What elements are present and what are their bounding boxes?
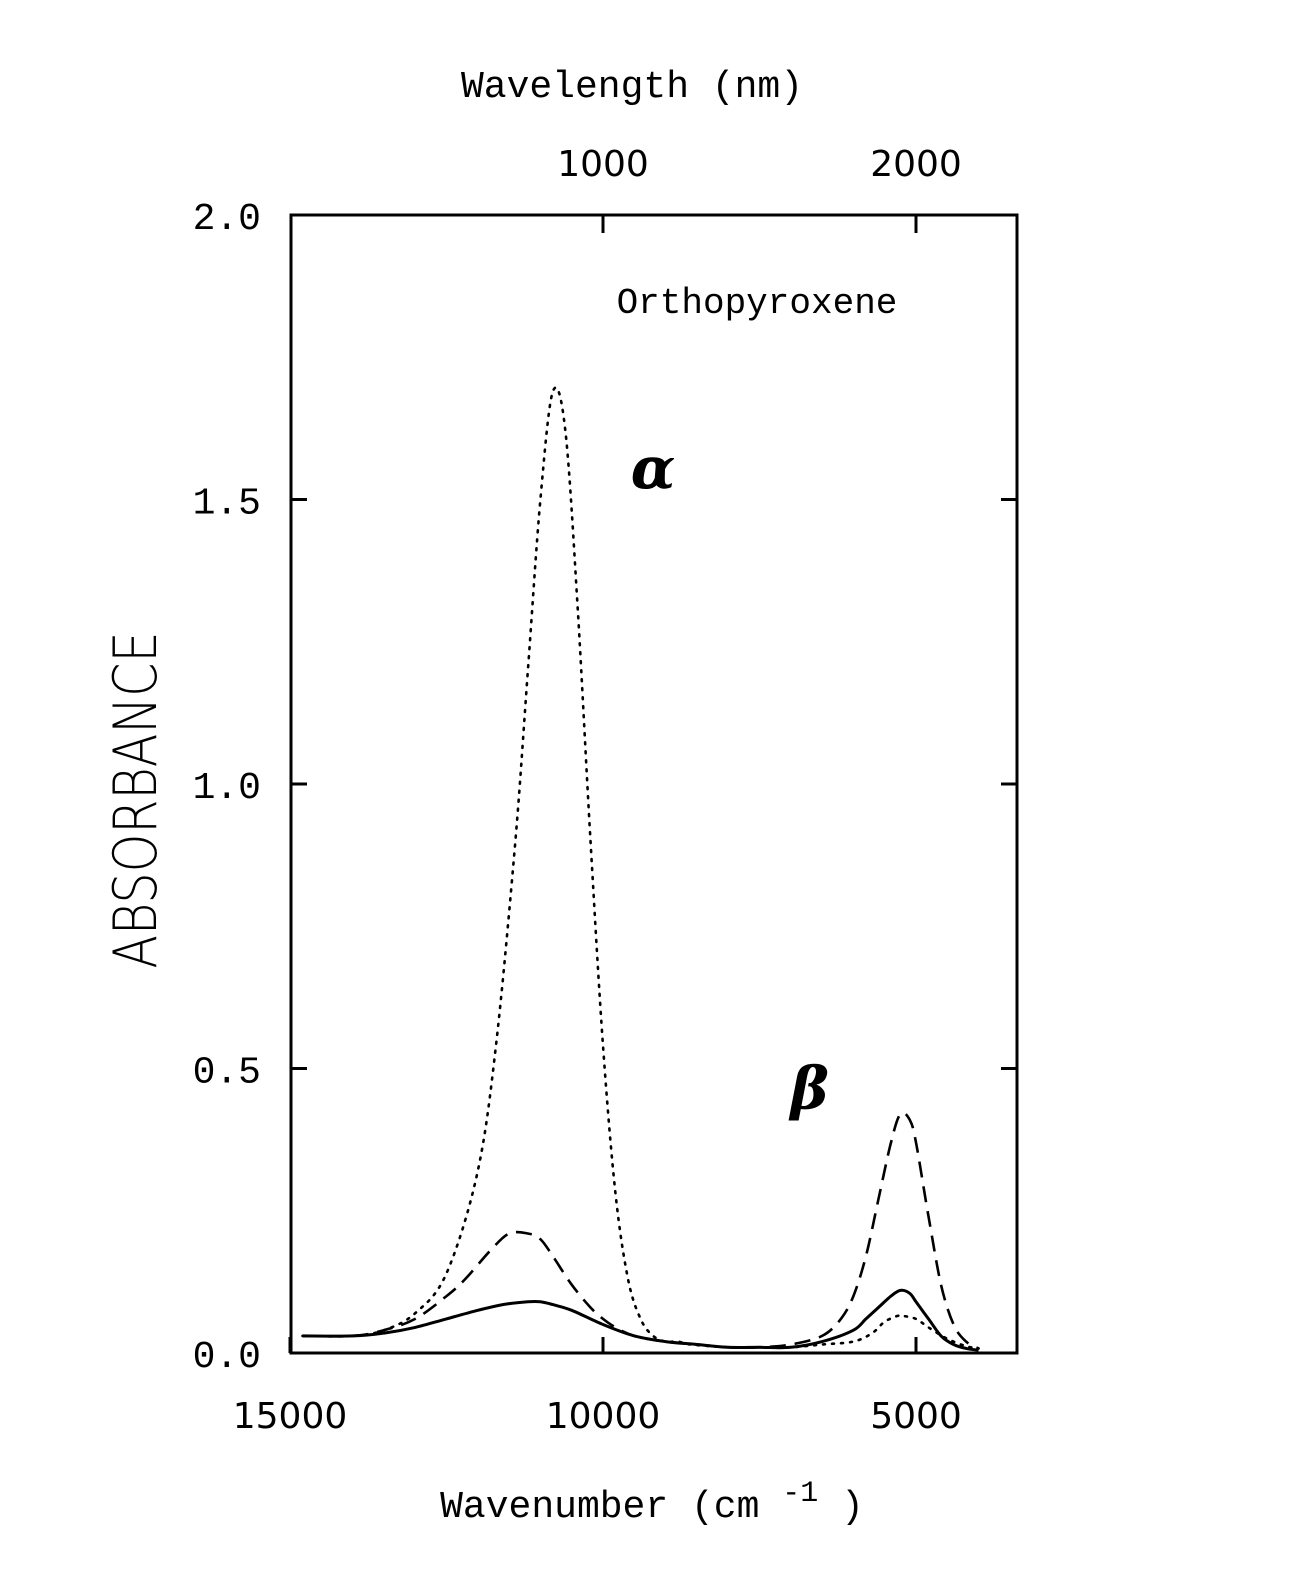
y-tick-label: 1.5 <box>193 483 261 526</box>
y-tick-label: 0.0 <box>193 1336 261 1379</box>
x-tick-label: 10000 <box>546 1396 661 1437</box>
x-axis-label-unit-close: ) <box>841 1486 864 1529</box>
axis-labels: Wavelength (nm) Orthopyroxene ABSORBANCE… <box>100 66 897 1529</box>
x2-tick-label: 2000 <box>870 144 962 185</box>
y-axis-label: ABSORBANCE <box>100 631 170 968</box>
x-axis-label-text: Wavenumber <box>440 1486 668 1529</box>
series-line-dotted <box>301 386 980 1350</box>
beta-annotation: β <box>788 1054 829 1122</box>
y-tick-label: 2.0 <box>193 198 261 241</box>
x-axis-label: Wavenumber (cm -1 ) <box>440 1470 864 1529</box>
x-tick-label: 5000 <box>870 1396 962 1437</box>
axis-ticks: 0.0 0.5 1.0 1.5 2.0 15000 10000 5000 1000 2000 <box>193 144 1017 1437</box>
x2-tick-label: 1000 <box>557 144 649 185</box>
series-layer <box>301 386 980 1352</box>
x-axis-label-unit: (cm <box>691 1486 759 1529</box>
x-axis-label-unit-superscript: -1 <box>782 1477 818 1511</box>
alpha-annotation: α <box>631 434 676 502</box>
chart-title: Orthopyroxene <box>617 283 898 324</box>
series-line-solid <box>302 1288 979 1352</box>
x-tick-label: 15000 <box>233 1396 348 1437</box>
annotations-layer: αβ <box>631 434 829 1122</box>
top-axis-label: Wavelength (nm) <box>461 66 803 109</box>
y-tick-label: 0.5 <box>193 1052 261 1095</box>
y-tick-label: 1.0 <box>193 767 261 810</box>
